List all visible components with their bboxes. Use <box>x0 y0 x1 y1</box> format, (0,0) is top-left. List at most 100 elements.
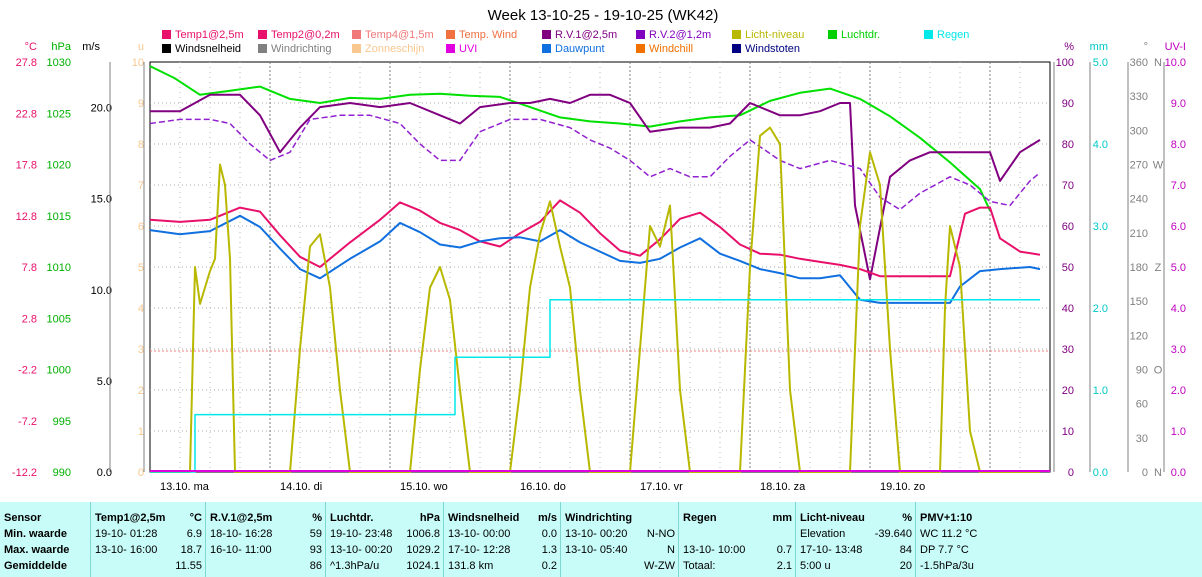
table-header: Licht-niveau% <box>800 511 912 525</box>
cell-value: 0.0 <box>541 528 557 540</box>
legend-label: Temp1@2,5m <box>175 29 244 41</box>
hpa-tick-label: 1020 <box>47 160 71 172</box>
legend-swatch <box>732 30 741 39</box>
legend-label: Luchtdr. <box>841 29 880 41</box>
pct-tick-label: 50 <box>1062 262 1074 274</box>
table-cell: ^1.3hPa/u 1024.1 <box>330 559 440 573</box>
legend-label: R.V.2@1,2m <box>649 29 711 41</box>
header-label: Sensor <box>4 512 42 524</box>
table-cell: -1.5hPa/3u <box>920 559 1199 573</box>
x-tick-label: 17.10. vr <box>640 481 683 493</box>
table-cell: 11.55 <box>95 559 202 573</box>
cell-value: 59 <box>309 528 322 540</box>
table-cell: Elevation -39.640 <box>800 527 912 541</box>
table-cell: 131.8 km 0.2 <box>448 559 557 573</box>
table-cell: Max. waarde <box>4 543 86 557</box>
table-cell: Gemiddelde <box>4 559 86 573</box>
x-tick-label: 14.10. di <box>280 481 322 493</box>
deg-tick-label: 120 <box>1130 330 1148 342</box>
table-column: Sensor Min. waarde Max. waarde Gemiddelde <box>0 502 90 577</box>
legend-swatch <box>446 44 455 53</box>
legend-label: Zonneschijn <box>365 43 424 55</box>
deg-tick-label: 60 <box>1136 399 1148 411</box>
cell-value: 93 <box>309 544 322 556</box>
series-line <box>150 93 1041 281</box>
series-layer <box>149 65 1050 473</box>
deg-tick-label: 30 <box>1136 433 1148 445</box>
legend-label: Regen <box>937 29 969 41</box>
ms-tick-label: 20.0 <box>91 103 112 115</box>
deg-tick-label: 90 <box>1136 365 1148 377</box>
pct-tick-label: 40 <box>1062 303 1074 315</box>
celsius-tick-label: 12.8 <box>16 211 37 223</box>
legend-swatch <box>258 30 267 39</box>
cell-value: 0.7 <box>776 544 792 556</box>
legend-swatch <box>258 44 267 53</box>
legend-label: Temp2@0,2m <box>271 29 340 41</box>
ms-tick-label: 5.0 <box>97 376 112 388</box>
legend-swatch <box>636 30 645 39</box>
deg-tick-label: 240 <box>1130 194 1148 206</box>
hpa-axis-title: hPa <box>51 41 71 53</box>
cell-value: 11.55 <box>175 560 202 572</box>
ms-tick-label: 10.0 <box>91 285 112 297</box>
summary-table: Sensor Min. waarde Max. waarde Gemiddelde Te… <box>0 502 1202 577</box>
header-unit: mm <box>772 512 792 524</box>
cell-value: 84 <box>899 544 912 556</box>
hpa-tick-label: 1010 <box>47 262 71 274</box>
cell-value: 20 <box>899 560 912 572</box>
legend-label: Windsnelheid <box>175 43 241 55</box>
x-tick-label: 18.10. za <box>760 481 806 493</box>
x-tick-label: 19.10. zo <box>880 481 925 493</box>
x-tick-label: 16.10. do <box>520 481 566 493</box>
table-header: Sensor <box>4 511 86 525</box>
cell-when: ^1.3hPa/u <box>330 560 380 572</box>
table-cell: 86 <box>210 559 322 573</box>
row-label: Gemiddelde <box>4 560 67 572</box>
uv-tick-label: 10.0 <box>1165 57 1186 69</box>
cell-value: W-ZW <box>644 560 675 572</box>
u-tick-label: 7 <box>138 180 144 192</box>
table-cell: 19-10- 23:48 1006.8 <box>330 527 440 541</box>
uv-tick-label: 9.0 <box>1171 98 1186 110</box>
legend-swatch <box>162 30 171 39</box>
cell-when: 13-10- 05:40 <box>565 544 628 556</box>
uv-tick-label: 7.0 <box>1171 180 1186 192</box>
cell-when: DP 7.7 °C <box>920 544 969 556</box>
table-column: R.V.1@2,5m% 18-10- 16:28 59 16-10- 11:00 93 8… <box>205 502 326 577</box>
table-cell: 13-10- 00:20 N-NO <box>565 527 675 541</box>
deg-tick-label: 210 <box>1130 228 1148 240</box>
legend-swatch <box>636 44 645 53</box>
compass-tick-label: W <box>1153 160 1164 172</box>
ms-axis-title: m/s <box>82 41 100 53</box>
legend-label: Windstoten <box>745 43 800 55</box>
table-cell: 19-10- 01:28 6.9 <box>95 527 202 541</box>
deg-tick-label: 270 <box>1130 160 1148 172</box>
legend: Temp1@2,5m Temp2@0,2m Temp4@1,5m Temp. Wind… <box>162 29 969 55</box>
table-column: Luchtdr. hPa 19-10- 23:48 1006.8 13-10- 00:2… <box>325 502 444 577</box>
uv-tick-label: 5.0 <box>1171 262 1186 274</box>
table-column: Regen mm 13-10- 10:00 0.7 Totaal: 2.1 <box>678 502 796 577</box>
pct-tick-label: 80 <box>1062 139 1074 151</box>
uv-tick-label: 8.0 <box>1171 139 1186 151</box>
cell-when: 18-10- 16:28 <box>210 528 273 540</box>
cell-value: 1024.1 <box>406 560 440 572</box>
cell-value: -39.640 <box>874 528 912 540</box>
deg-tick-label: 180 <box>1130 262 1148 274</box>
table-cell: Min. waarde <box>4 527 86 541</box>
table-cell: 13-10- 16:00 18.7 <box>95 543 202 557</box>
cell-value: 1006.8 <box>406 528 440 540</box>
table-cell: Totaal: 2.1 <box>683 559 792 573</box>
uv-tick-label: 3.0 <box>1171 344 1186 356</box>
table-cell: 13-10- 00:00 0.0 <box>448 527 557 541</box>
table-cell: 13-10- 05:40 N <box>565 543 675 557</box>
header-label: Windrichting <box>565 512 633 524</box>
header-unit: m/s <box>538 512 557 524</box>
u-tick-label: 10 <box>132 57 144 69</box>
celsius-tick-label: -2.2 <box>18 365 37 377</box>
table-header: Windsnelheid m/s <box>448 511 557 525</box>
header-unit: °C <box>189 512 202 524</box>
uv-tick-label: 2.0 <box>1171 385 1186 397</box>
celsius-tick-label: 27.8 <box>16 57 37 69</box>
axes: °C 27.8 22.8 17.8 12.8 7.8 2.8 -2.2 -7.2 -12.2 hPa… <box>12 41 1186 479</box>
